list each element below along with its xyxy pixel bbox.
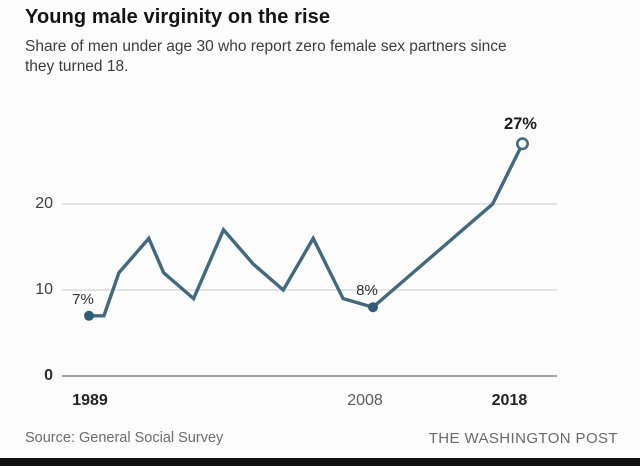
bottom-bar — [0, 458, 640, 466]
x-tick-label-2008: 2008 — [347, 392, 383, 409]
chart-subtitle: Share of men under age 30 who report zer… — [25, 38, 507, 75]
data-point-2018 — [515, 137, 529, 151]
x-tick-label-2018: 2018 — [491, 392, 528, 409]
x-tick-label-1989: 1989 — [72, 392, 108, 409]
chart-title: Young male virginity on the rise — [25, 6, 331, 28]
y-tick-label-10: 10 — [35, 281, 53, 298]
point-label-2018: 27% — [503, 114, 537, 133]
data-line — [89, 143, 525, 318]
y-tick-label-20: 20 — [35, 195, 53, 212]
point-label-1989: 7% — [72, 290, 94, 308]
brand-wordmark: THE WASHINGTON POST — [428, 430, 618, 447]
point-label-2008: 8% — [356, 282, 378, 300]
y-tick-label-0: 0 — [44, 367, 53, 384]
source-note: Source: General Social Survey — [25, 430, 224, 446]
data-point-1989 — [84, 310, 94, 321]
data-point-2008 — [367, 302, 378, 313]
